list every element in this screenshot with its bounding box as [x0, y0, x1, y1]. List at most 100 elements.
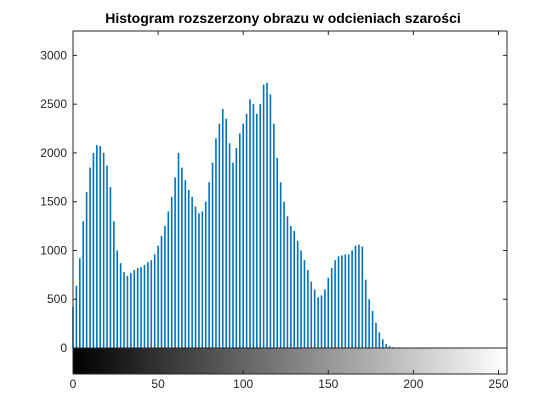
histogram-bar	[341, 255, 343, 348]
histogram-bar	[358, 244, 360, 348]
histogram-bar	[225, 118, 227, 348]
colorbar-gradient	[73, 348, 507, 374]
histogram-bar	[167, 211, 170, 348]
x-tick-label: 150	[318, 377, 338, 391]
histogram-bar	[283, 201, 285, 348]
histogram-bar	[317, 297, 319, 348]
histogram-bar	[286, 216, 289, 348]
histogram-bar	[198, 213, 200, 348]
histogram-bar	[147, 262, 149, 348]
histogram-bar	[143, 265, 146, 348]
histogram-bar	[187, 189, 190, 348]
histogram-bar	[160, 235, 163, 348]
histogram-bar	[375, 322, 377, 348]
histogram-bar	[204, 201, 207, 348]
histogram-bar	[344, 254, 347, 348]
histogram-bar	[290, 226, 292, 348]
histogram-bar	[320, 295, 323, 348]
histogram-bar	[109, 187, 112, 348]
histogram-bar	[170, 196, 173, 348]
histogram-bar	[133, 269, 136, 348]
histogram-bar	[96, 145, 98, 348]
histogram-bar	[296, 240, 299, 348]
axes: 0 500 1000 1500 2000 2500 3000 0 50 100 150 200 250	[40, 30, 509, 391]
histogram-bar	[337, 256, 340, 348]
histogram-bar	[368, 299, 370, 348]
histogram-bar	[381, 339, 384, 348]
histogram-bar	[245, 113, 248, 348]
histogram-bar	[388, 346, 391, 348]
histogram-bar	[235, 148, 238, 348]
histogram-bar	[310, 281, 313, 348]
histogram-bar	[256, 113, 258, 348]
histogram-bar	[215, 138, 217, 348]
histogram-bar	[119, 263, 122, 348]
histogram-bar	[184, 180, 187, 348]
histogram-bar	[361, 246, 364, 348]
histogram-bar	[252, 104, 255, 349]
y-tick-label: 2000	[40, 146, 67, 160]
histogram-bar	[232, 162, 234, 348]
histogram-bar	[228, 143, 231, 348]
y-tick-label: 2500	[40, 97, 67, 111]
histogram-bar	[181, 167, 183, 348]
histogram-bar	[75, 285, 78, 348]
histogram-bar	[92, 152, 95, 348]
histogram-bar	[327, 277, 330, 348]
histogram-bar	[279, 182, 282, 348]
histogram-bar	[153, 254, 156, 348]
histogram-bar	[330, 268, 333, 348]
histogram-bar	[218, 123, 221, 348]
histogram-bar	[85, 191, 88, 348]
histogram-bar	[150, 260, 153, 348]
histogram-bar	[293, 230, 296, 348]
histogram-bar	[371, 310, 374, 348]
histogram-bar	[99, 146, 102, 348]
histogram-bars	[72, 82, 398, 349]
x-tick-label: 200	[403, 377, 423, 391]
histogram-bar	[276, 157, 279, 348]
y-tick-label: 1500	[40, 195, 67, 209]
histogram-bar	[136, 268, 139, 348]
chart-title: Histogram rozszerzony obrazu w odcieniac…	[105, 10, 461, 26]
histogram-bar	[221, 109, 224, 348]
y-tick-label: 0	[60, 341, 67, 355]
histogram-bar	[140, 267, 142, 348]
histogram-bar	[351, 250, 353, 348]
histogram-bar	[164, 226, 166, 348]
histogram-bar	[106, 165, 108, 348]
histogram-bar	[191, 196, 193, 348]
histogram-bar	[130, 272, 132, 348]
x-tick-label: 100	[233, 377, 253, 391]
histogram-bar	[194, 206, 197, 348]
histogram-bar	[249, 99, 251, 348]
histogram-bar	[211, 162, 214, 348]
histogram-bar	[157, 245, 159, 348]
histogram-bar	[378, 332, 381, 348]
grayscale-colorbar	[73, 348, 507, 374]
histogram-bar	[364, 279, 367, 348]
histogram-bar	[201, 211, 204, 348]
histogram-bar	[303, 260, 306, 348]
histogram-bar	[102, 152, 105, 348]
histogram-bar	[385, 344, 387, 348]
histogram-bar	[266, 82, 268, 348]
histogram-bar	[126, 275, 129, 348]
histogram-bar	[123, 271, 125, 348]
histogram-bar	[347, 254, 350, 348]
histogram-bar	[273, 123, 275, 348]
histogram-bar	[259, 104, 262, 349]
x-tick-label: 50	[151, 377, 165, 391]
y-tick-label: 500	[47, 292, 67, 306]
histogram-bar	[300, 250, 302, 348]
histogram-bar	[262, 84, 265, 349]
x-tick-label: 0	[70, 377, 77, 391]
histogram-bar	[174, 177, 176, 348]
y-tick-label: 3000	[40, 48, 67, 62]
histogram-bar	[269, 94, 272, 349]
histogram-bar	[334, 260, 336, 348]
histogram-bar	[354, 245, 357, 348]
y-tick-label: 1000	[40, 243, 67, 257]
x-tick-label: 250	[488, 377, 508, 391]
